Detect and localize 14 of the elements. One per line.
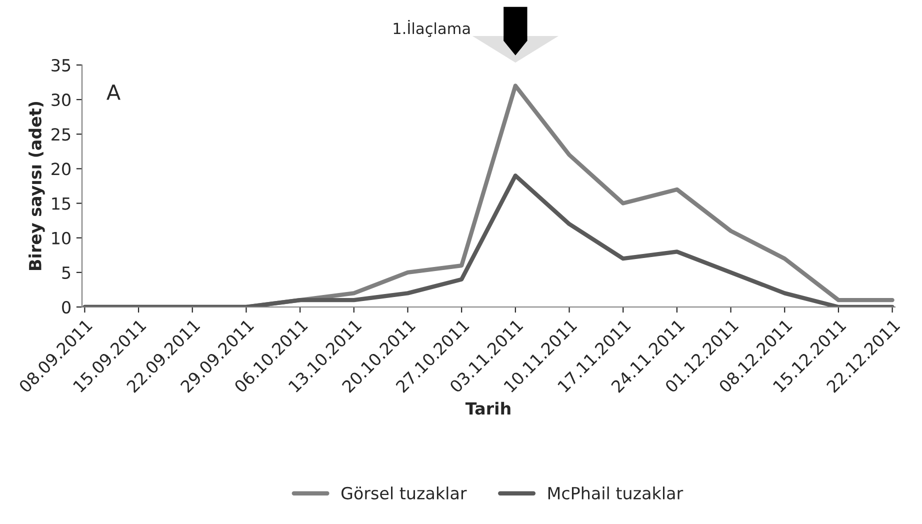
y-tick-label: 10 xyxy=(52,232,70,244)
y-tick-label: 35 xyxy=(52,58,70,72)
y-tick-label: 0 xyxy=(62,300,70,314)
y-tick-label: 20 xyxy=(52,162,70,176)
x-axis-title: Tarih xyxy=(465,402,510,415)
y-tick-label: 25 xyxy=(52,128,70,141)
annotation: A xyxy=(106,84,120,100)
y-tick-label: 30 xyxy=(52,94,70,106)
legend-label: Görsel tuzaklar xyxy=(341,486,467,500)
legend-label: McPhail tuzaklar xyxy=(548,486,684,500)
text: 1.İlaçlama xyxy=(394,20,470,37)
y-tick-label: 5 xyxy=(62,266,70,279)
y-axis-title: Birey sayısı (adet) xyxy=(28,102,45,270)
y-tick-label: 15 xyxy=(52,197,70,210)
